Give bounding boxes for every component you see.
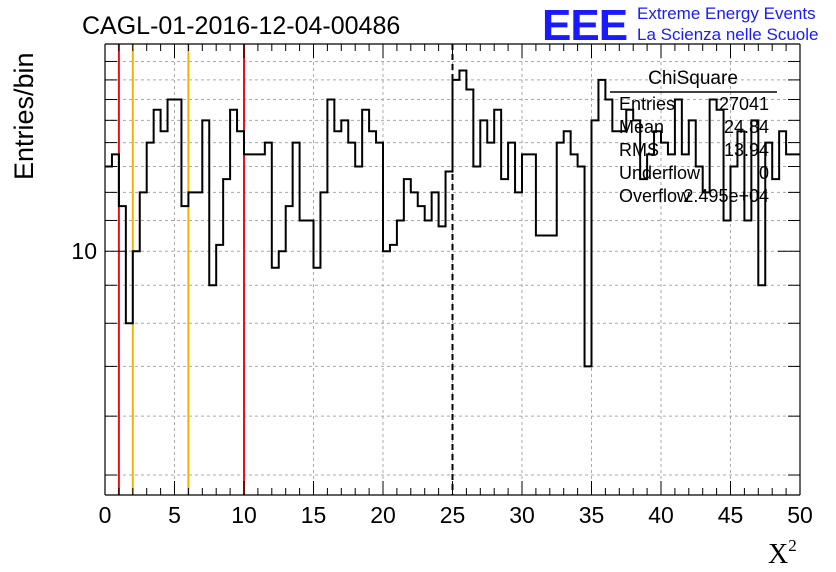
x-axis-label-base: X xyxy=(768,539,788,570)
x-tick-label: 0 xyxy=(99,502,112,528)
axes xyxy=(104,43,801,496)
stats-value: 24.84 xyxy=(724,117,769,137)
stats-value: 27041 xyxy=(719,94,769,114)
x-tick-label: 30 xyxy=(509,502,535,528)
logo-line2: La Scienza nelle Scuole xyxy=(637,25,818,44)
logo-line1: Extreme Energy Events xyxy=(637,4,816,23)
histogram xyxy=(105,69,800,368)
x-tick-label: 45 xyxy=(718,502,744,528)
x-tick-labels: 0 5 10 15 20 25 30 35 40 45 50 xyxy=(99,502,813,528)
x-tick-label: 10 xyxy=(231,502,257,528)
stats-title: ChiSquare xyxy=(648,68,738,89)
stats-value: 0 xyxy=(759,163,769,183)
chart-title: CAGL-01-2016-12-04-00486 xyxy=(82,12,400,40)
y-tick-labels: 10 xyxy=(71,238,97,264)
stats-label: Entries xyxy=(619,94,675,114)
stats-value: 13.94 xyxy=(724,140,769,160)
x-axis-label: X2 xyxy=(768,536,797,570)
x-tick-label: 25 xyxy=(440,502,466,528)
stats-label: RMS xyxy=(619,140,659,160)
stats-box: ChiSquare Entries 27041 Mean 24.84 RMS 13.94 U… xyxy=(610,68,777,206)
y-axis-label: Entries/bin xyxy=(9,52,39,180)
x-tick-label: 50 xyxy=(787,502,813,528)
eee-logo: EEE Extreme Energy Events La Scienza nel… xyxy=(542,1,818,50)
stats-label: Overflow xyxy=(619,186,691,206)
x-tick-label: 35 xyxy=(579,502,605,528)
stats-value: 2.495e+04 xyxy=(683,186,769,206)
x-tick-label: 15 xyxy=(301,502,327,528)
stats-label: Mean xyxy=(619,117,664,137)
stats-label: Underflow xyxy=(619,163,701,183)
x-axis-label-sup: 2 xyxy=(788,536,797,555)
logo-mark: EEE xyxy=(542,1,627,50)
reference-lines xyxy=(117,44,454,495)
x-tick-label: 20 xyxy=(370,502,396,528)
grid xyxy=(105,44,800,495)
x-tick-label: 5 xyxy=(168,502,181,528)
x-tick-label: 40 xyxy=(648,502,674,528)
y-tick-label: 10 xyxy=(71,238,97,264)
